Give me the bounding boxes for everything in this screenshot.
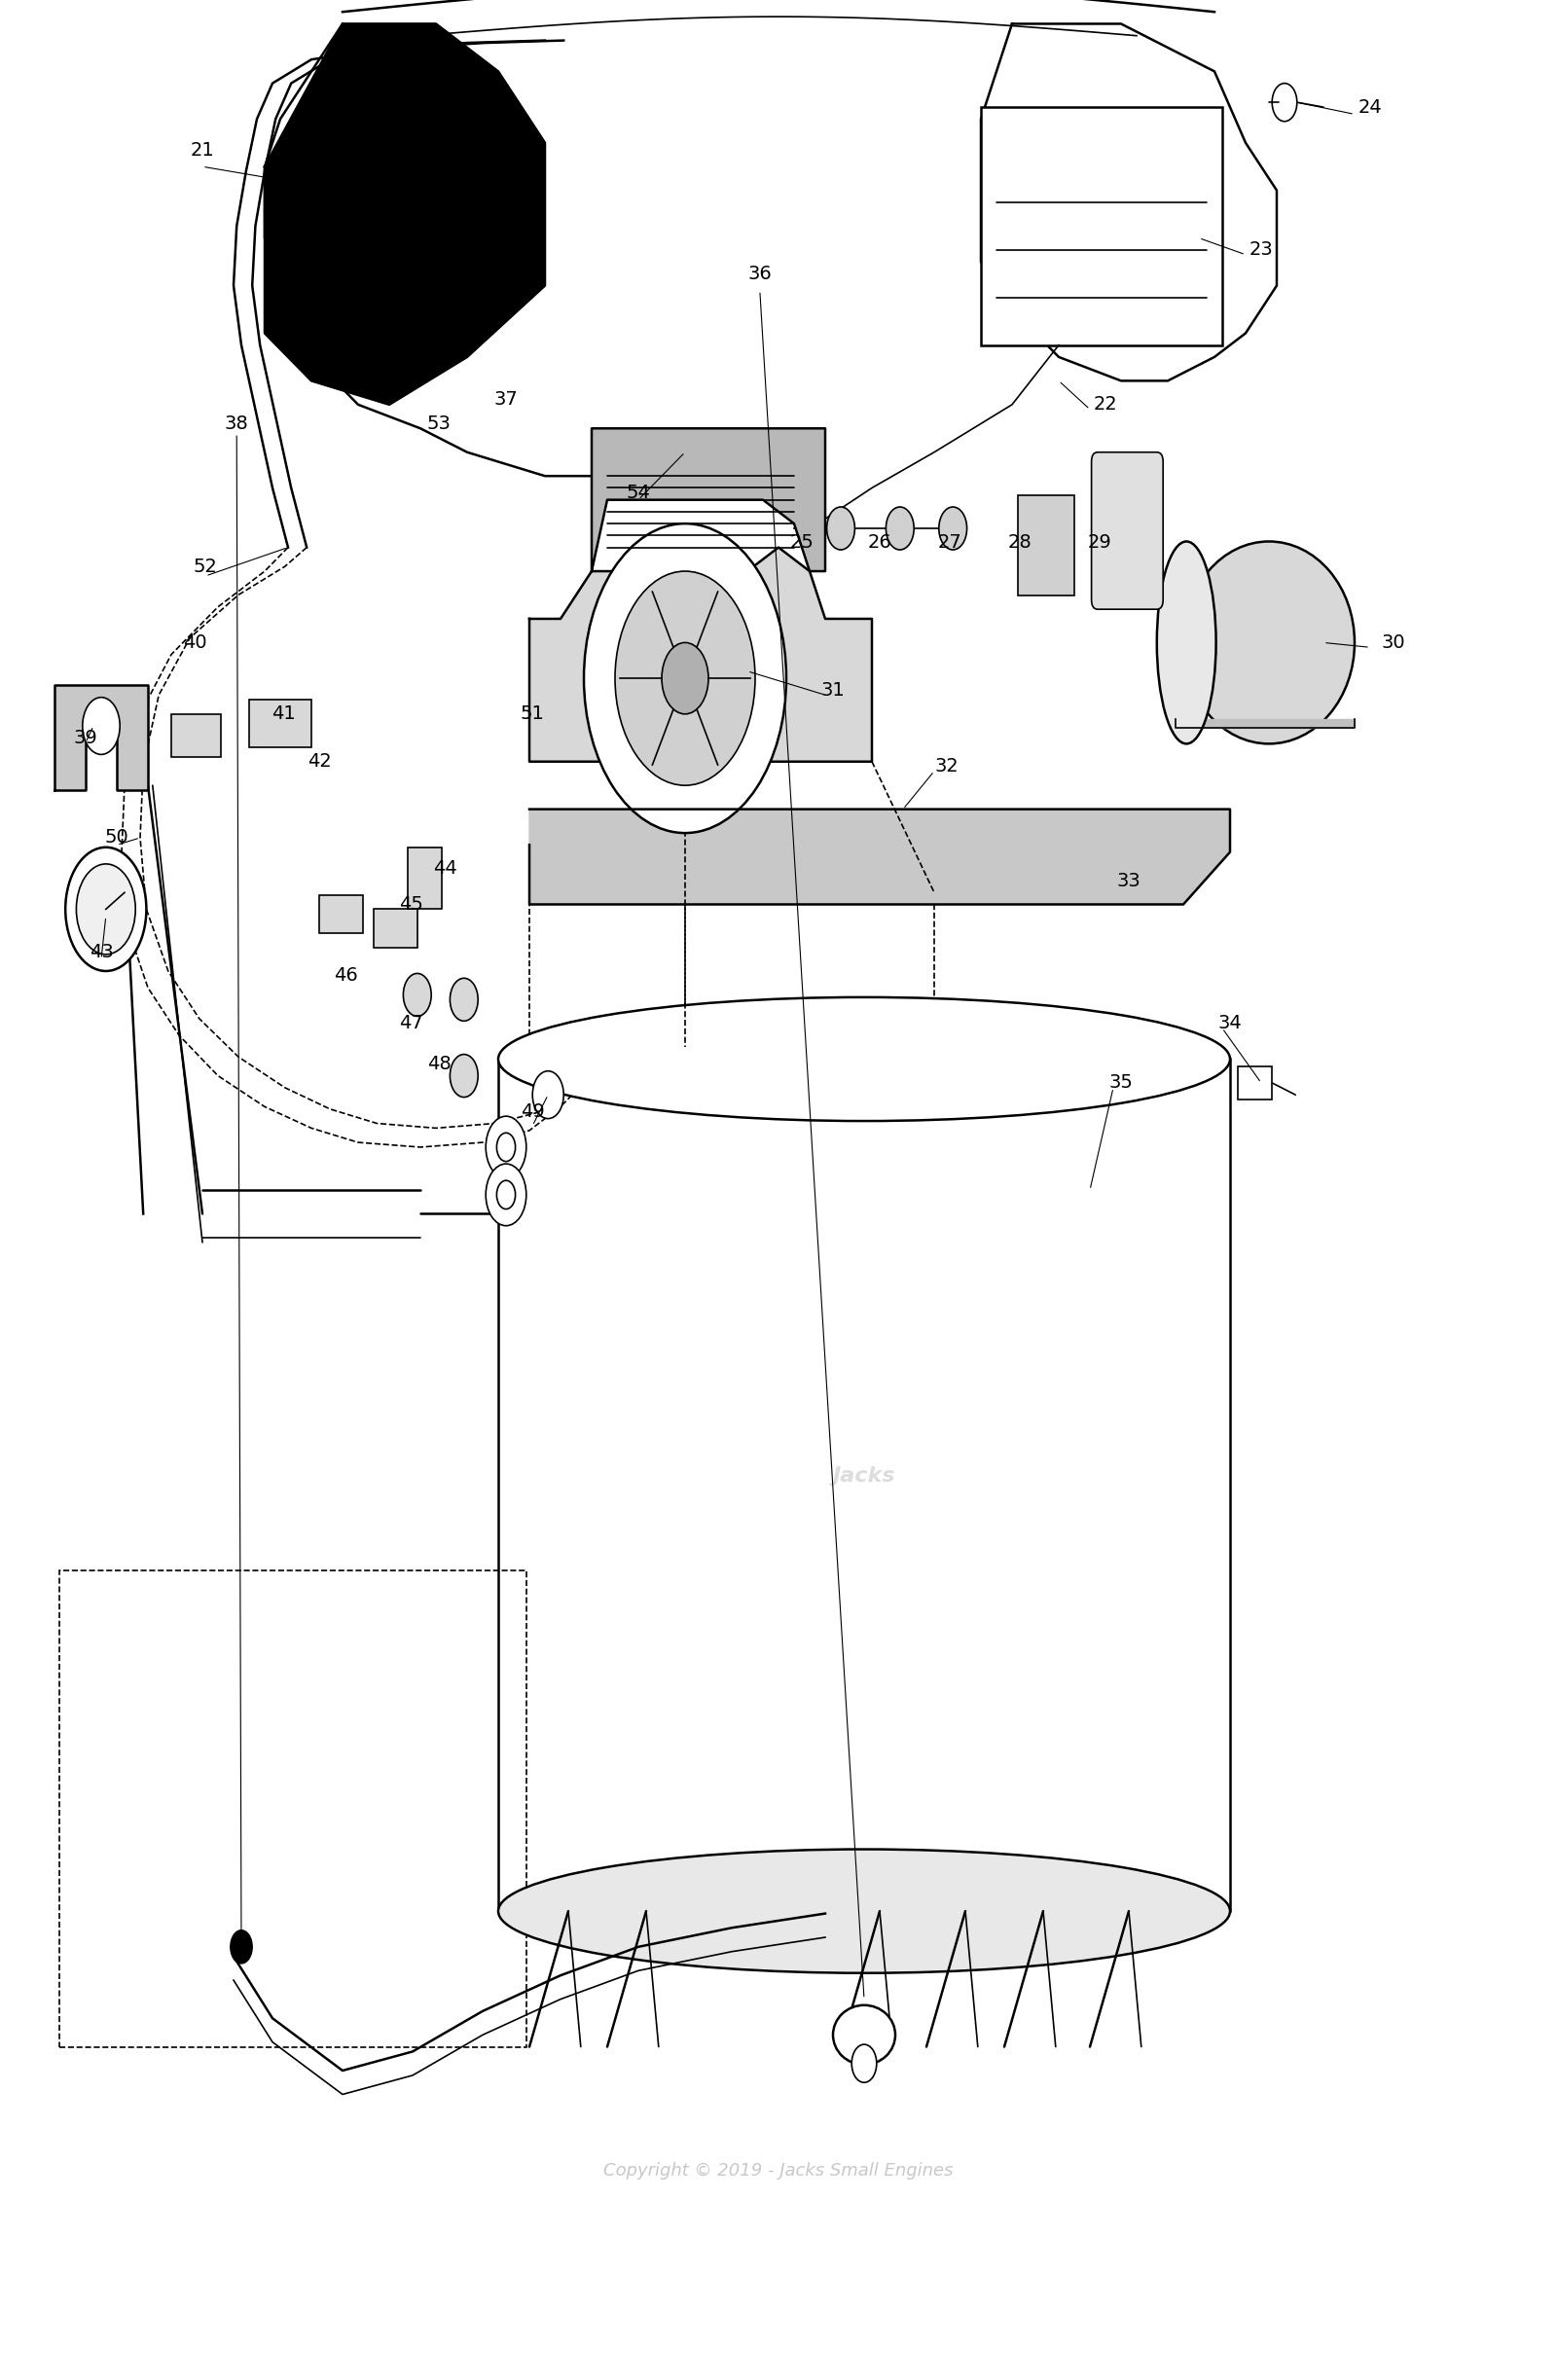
Text: 44: 44 <box>433 859 458 878</box>
Text: 25: 25 <box>789 533 814 552</box>
Bar <box>374 909 417 947</box>
Text: 43: 43 <box>89 942 114 962</box>
Bar <box>1238 1066 1272 1100</box>
Circle shape <box>65 847 146 971</box>
Text: 36: 36 <box>747 264 772 283</box>
Circle shape <box>450 1054 478 1097</box>
Bar <box>59 1571 526 2047</box>
Circle shape <box>76 864 135 954</box>
Text: 33: 33 <box>1116 871 1141 890</box>
Polygon shape <box>1176 719 1355 728</box>
Circle shape <box>532 1071 564 1119</box>
Text: 31: 31 <box>821 681 845 700</box>
Ellipse shape <box>833 2004 895 2066</box>
Bar <box>498 1059 1230 1911</box>
Circle shape <box>497 1133 515 1161</box>
Circle shape <box>584 524 786 833</box>
Text: 26: 26 <box>867 533 892 552</box>
Text: 38: 38 <box>224 414 249 433</box>
Text: 49: 49 <box>520 1102 545 1121</box>
Text: 52: 52 <box>193 557 218 576</box>
FancyBboxPatch shape <box>981 107 1222 345</box>
Polygon shape <box>592 428 825 571</box>
Circle shape <box>486 1116 526 1178</box>
FancyBboxPatch shape <box>1091 452 1163 609</box>
Bar <box>171 714 221 757</box>
FancyBboxPatch shape <box>1018 495 1074 595</box>
Circle shape <box>1272 83 1297 121</box>
Circle shape <box>886 507 914 550</box>
Circle shape <box>852 2044 877 2082</box>
Text: 28: 28 <box>1007 533 1032 552</box>
Text: 21: 21 <box>190 140 215 159</box>
Circle shape <box>83 697 120 754</box>
Circle shape <box>486 1164 526 1226</box>
Polygon shape <box>529 809 1230 904</box>
Circle shape <box>230 1930 252 1964</box>
Text: Copyright © 2019 - Jacks Small Engines: Copyright © 2019 - Jacks Small Engines <box>604 2161 953 2180</box>
Text: 47: 47 <box>399 1014 424 1033</box>
Text: 41: 41 <box>271 704 296 724</box>
Polygon shape <box>54 685 148 790</box>
Text: Jacks: Jacks <box>833 1466 895 1485</box>
Text: 23: 23 <box>1249 240 1274 259</box>
Polygon shape <box>265 24 545 405</box>
Bar <box>319 895 363 933</box>
Ellipse shape <box>498 997 1230 1121</box>
Text: 34: 34 <box>1218 1014 1242 1033</box>
Text: 35: 35 <box>1109 1073 1133 1092</box>
Text: 27: 27 <box>937 533 962 552</box>
Polygon shape <box>529 547 872 762</box>
Text: 29: 29 <box>1087 533 1112 552</box>
Circle shape <box>403 973 431 1016</box>
Text: 40: 40 <box>182 633 207 652</box>
Circle shape <box>450 978 478 1021</box>
Circle shape <box>827 507 855 550</box>
Ellipse shape <box>1183 543 1355 743</box>
Text: 51: 51 <box>520 704 545 724</box>
Circle shape <box>497 1180 515 1209</box>
Text: 32: 32 <box>934 757 959 776</box>
Bar <box>249 700 311 747</box>
Text: 42: 42 <box>307 752 332 771</box>
Circle shape <box>615 571 755 785</box>
Text: 30: 30 <box>1381 633 1406 652</box>
Text: 22: 22 <box>1093 395 1118 414</box>
Text: 39: 39 <box>73 728 98 747</box>
Text: 24: 24 <box>1358 98 1383 117</box>
Text: 50: 50 <box>104 828 129 847</box>
Text: 37: 37 <box>494 390 518 409</box>
Text: 54: 54 <box>626 483 651 502</box>
Ellipse shape <box>1157 543 1216 743</box>
Text: 46: 46 <box>333 966 358 985</box>
Bar <box>408 847 442 909</box>
Circle shape <box>939 507 967 550</box>
Text: 48: 48 <box>427 1054 452 1073</box>
Text: 53: 53 <box>427 414 452 433</box>
Ellipse shape <box>498 1849 1230 1973</box>
Circle shape <box>662 643 708 714</box>
Text: 45: 45 <box>399 895 424 914</box>
